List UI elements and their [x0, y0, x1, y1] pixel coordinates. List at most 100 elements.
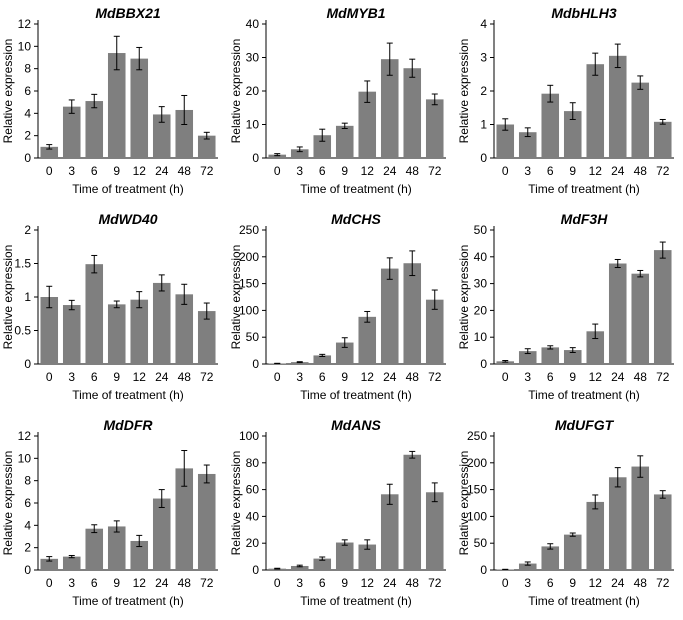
chart-title: MdUFGT [555, 417, 615, 433]
x-tick-label: 6 [91, 370, 98, 384]
bar-6h [85, 101, 104, 158]
x-tick-label: 0 [274, 164, 281, 178]
error-bar [524, 348, 531, 355]
bar-9h [563, 350, 582, 364]
y-axis-label: Relative expression [1, 451, 15, 556]
y-tick-label: 250 [239, 223, 259, 237]
y-tick-label: 6 [24, 84, 31, 98]
x-tick-label: 24 [383, 576, 397, 590]
x-tick-label: 24 [383, 370, 397, 384]
error-bar [592, 323, 599, 340]
x-tick-label: 12 [133, 164, 147, 178]
x-tick-label: 72 [428, 164, 442, 178]
bar-48h [175, 109, 194, 158]
chart-panel-mdchs: MdCHS 0 50 100 150 200 250 0 3 6 9 12 24 48 72 Time of … [229, 211, 446, 402]
y-tick-label: 0 [24, 563, 31, 577]
bar-6h [313, 135, 332, 158]
x-tick-label: 3 [296, 576, 303, 590]
bar-9h [335, 542, 354, 570]
y-tick-label: 0 [480, 563, 487, 577]
bar-24h [380, 59, 399, 158]
error-bar [274, 153, 281, 157]
x-tick-label: 3 [524, 164, 531, 178]
x-tick-label: 12 [361, 576, 375, 590]
error-bar [68, 99, 75, 114]
x-tick-label: 12 [361, 164, 375, 178]
y-tick-label: 0 [24, 357, 31, 371]
x-tick-label: 12 [589, 164, 603, 178]
bar-72h [197, 135, 216, 158]
y-tick-label: 4 [24, 518, 31, 532]
x-tick-label: 48 [406, 370, 420, 384]
x-tick-label: 0 [502, 370, 509, 384]
bar-12h [586, 64, 605, 158]
bar-24h [608, 477, 627, 570]
x-tick-label: 24 [155, 164, 169, 178]
chart-title: MdMYB1 [326, 5, 385, 21]
error-bar [319, 556, 326, 561]
x-tick-label: 3 [296, 164, 303, 178]
y-tick-label: 1 [480, 118, 487, 132]
chart-panel-mdans: MdANS 0 20 40 60 80 100 0 3 6 9 12 24 48 72 Time of tre… [229, 417, 446, 608]
y-tick-label: 0 [480, 357, 487, 371]
x-tick-label: 24 [155, 576, 169, 590]
chart-title: MdF3H [561, 211, 609, 227]
x-tick-label: 6 [319, 370, 326, 384]
x-axis-label: Time of treatment (h) [72, 182, 184, 196]
bar-12h [130, 299, 149, 364]
y-tick-label: 8 [24, 62, 31, 76]
y-tick-label: 60 [246, 483, 260, 497]
bar-9h [107, 53, 126, 158]
bar-6h [85, 264, 104, 364]
y-axis-label: Relative expression [229, 245, 243, 350]
y-tick-label: 100 [239, 429, 259, 443]
chart-title: MdWD40 [98, 211, 157, 227]
error-bar [181, 94, 188, 125]
bar-9h [335, 342, 354, 364]
y-tick-label: 2 [24, 223, 31, 237]
error-bar [386, 483, 393, 505]
x-tick-label: 12 [133, 576, 147, 590]
bar-12h [586, 501, 605, 570]
y-tick-label: 4 [24, 106, 31, 120]
y-tick-label: 50 [246, 330, 260, 344]
y-tick-label: 12 [18, 429, 32, 443]
error-bar [637, 75, 644, 90]
y-tick-label: 40 [474, 250, 488, 264]
y-tick-label: 0 [480, 151, 487, 165]
error-bar [274, 567, 281, 570]
error-bar [181, 450, 188, 487]
x-tick-label: 9 [113, 164, 120, 178]
error-bar [386, 42, 393, 76]
bar-24h [152, 282, 171, 364]
y-tick-label: 10 [18, 39, 32, 53]
error-bar [569, 532, 576, 537]
x-tick-label: 48 [634, 164, 648, 178]
x-axis-label: Time of treatment (h) [528, 594, 640, 608]
x-tick-label: 0 [502, 164, 509, 178]
x-tick-label: 72 [656, 164, 670, 178]
bar-12h [358, 544, 377, 570]
bar-0h [496, 361, 515, 364]
y-axis-label: Relative expression [457, 39, 471, 144]
y-tick-label: 30 [474, 277, 488, 291]
y-tick-label: 20 [246, 536, 260, 550]
x-tick-label: 24 [611, 370, 625, 384]
x-tick-label: 48 [178, 164, 192, 178]
bar-0h [40, 297, 59, 364]
bar-12h [358, 316, 377, 364]
y-tick-label: 150 [239, 277, 259, 291]
x-tick-label: 48 [178, 576, 192, 590]
error-bar [136, 291, 143, 309]
x-tick-label: 48 [406, 164, 420, 178]
chart-panel-mdmyb1: MdMYB1 0 10 20 30 40 0 3 6 9 12 24 48 72 Time of treat… [229, 5, 446, 196]
y-tick-label: 0.5 [14, 324, 31, 338]
bar-48h [403, 263, 422, 364]
error-bar [409, 58, 416, 78]
bar-72h [425, 99, 444, 158]
chart-panel-mdufgt: MdUFGT 0 50 100 150 200 250 0 3 6 9 12 24 48 72 Time of… [457, 417, 674, 608]
bar-12h [586, 331, 605, 364]
bar-72h [653, 494, 672, 570]
bar-9h [563, 534, 582, 570]
